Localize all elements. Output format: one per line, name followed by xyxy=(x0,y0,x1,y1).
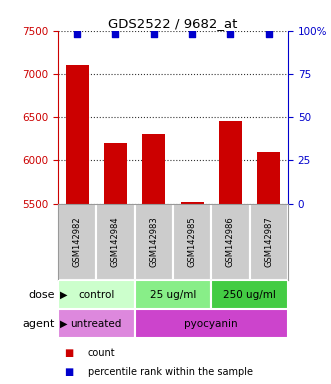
Text: agent: agent xyxy=(22,318,55,329)
Text: ▶: ▶ xyxy=(60,290,67,300)
Bar xyxy=(58,280,135,309)
Bar xyxy=(219,121,242,384)
Text: untreated: untreated xyxy=(71,318,122,329)
Text: control: control xyxy=(78,290,115,300)
Text: ■: ■ xyxy=(65,348,74,358)
Bar xyxy=(211,204,250,280)
Text: GSM142983: GSM142983 xyxy=(149,217,158,267)
Bar xyxy=(257,152,280,384)
Text: GSM142985: GSM142985 xyxy=(188,217,197,267)
Text: GSM142986: GSM142986 xyxy=(226,217,235,267)
Bar xyxy=(104,143,127,384)
Text: 25 ug/ml: 25 ug/ml xyxy=(150,290,196,300)
Text: GSM142984: GSM142984 xyxy=(111,217,120,267)
Bar xyxy=(250,204,288,280)
Bar xyxy=(142,134,165,384)
Bar xyxy=(135,309,288,338)
Title: GDS2522 / 9682_at: GDS2522 / 9682_at xyxy=(108,17,238,30)
Text: GSM142982: GSM142982 xyxy=(72,217,82,267)
Text: 250 ug/ml: 250 ug/ml xyxy=(223,290,276,300)
Bar xyxy=(135,204,173,280)
Text: percentile rank within the sample: percentile rank within the sample xyxy=(88,367,253,377)
Point xyxy=(266,31,271,37)
Bar xyxy=(58,204,96,280)
Point xyxy=(189,31,195,37)
Bar xyxy=(135,280,211,309)
Bar xyxy=(66,65,89,384)
Point xyxy=(74,31,80,37)
Bar xyxy=(58,309,135,338)
Point xyxy=(113,31,118,37)
Text: GSM142987: GSM142987 xyxy=(264,217,273,267)
Bar xyxy=(181,202,204,384)
Text: ■: ■ xyxy=(65,367,74,377)
Point xyxy=(151,31,157,37)
Text: dose: dose xyxy=(28,290,55,300)
Bar xyxy=(173,204,211,280)
Text: count: count xyxy=(88,348,115,358)
Bar xyxy=(96,204,135,280)
Bar xyxy=(211,280,288,309)
Text: pyocyanin: pyocyanin xyxy=(184,318,238,329)
Text: ▶: ▶ xyxy=(60,318,67,329)
Point xyxy=(228,31,233,37)
